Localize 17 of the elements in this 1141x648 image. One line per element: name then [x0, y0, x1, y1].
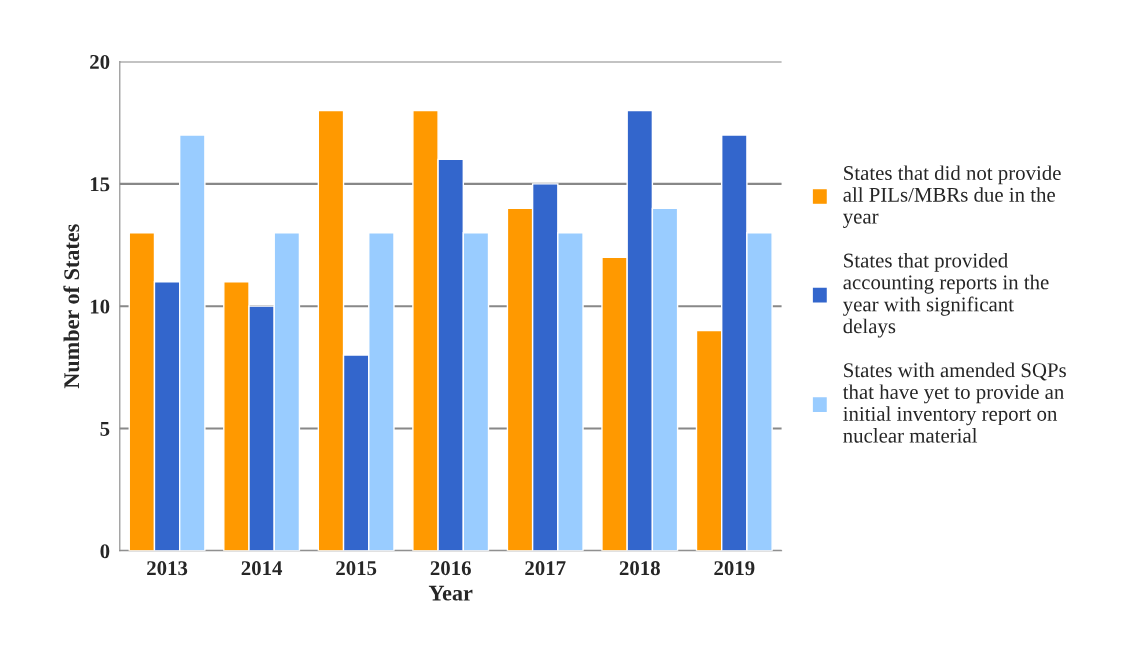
- y-tick-label: 5: [100, 422, 110, 436]
- legend-label: States that did not provide all PILs/MBRs due in the year: [842, 165, 1061, 228]
- legend-label: States with amended SQPs that have yet to provide an initial inventory report on nuclear material: [842, 362, 1066, 443]
- y-tick-label: 20: [90, 54, 110, 69]
- x-tick-label: 2018: [619, 561, 660, 576]
- x-tick-label: 2019: [714, 561, 755, 576]
- x-tick-label: 2017: [525, 561, 566, 576]
- x-tick-label: 2013: [147, 561, 188, 576]
- x-tick-label: 2015: [336, 561, 377, 576]
- y-axis-title: Number of States: [63, 224, 80, 389]
- y-tick-label: 15: [90, 177, 110, 192]
- legend-label: States that provided accounting reports in the year with significant delays: [842, 252, 1049, 338]
- x-tick-label: 2014: [241, 561, 283, 576]
- x-tick-label: 2016: [430, 561, 471, 576]
- y-tick-label: 10: [90, 299, 110, 314]
- y-tick-label: 0: [100, 544, 110, 559]
- x-axis-title: Year: [428, 585, 473, 601]
